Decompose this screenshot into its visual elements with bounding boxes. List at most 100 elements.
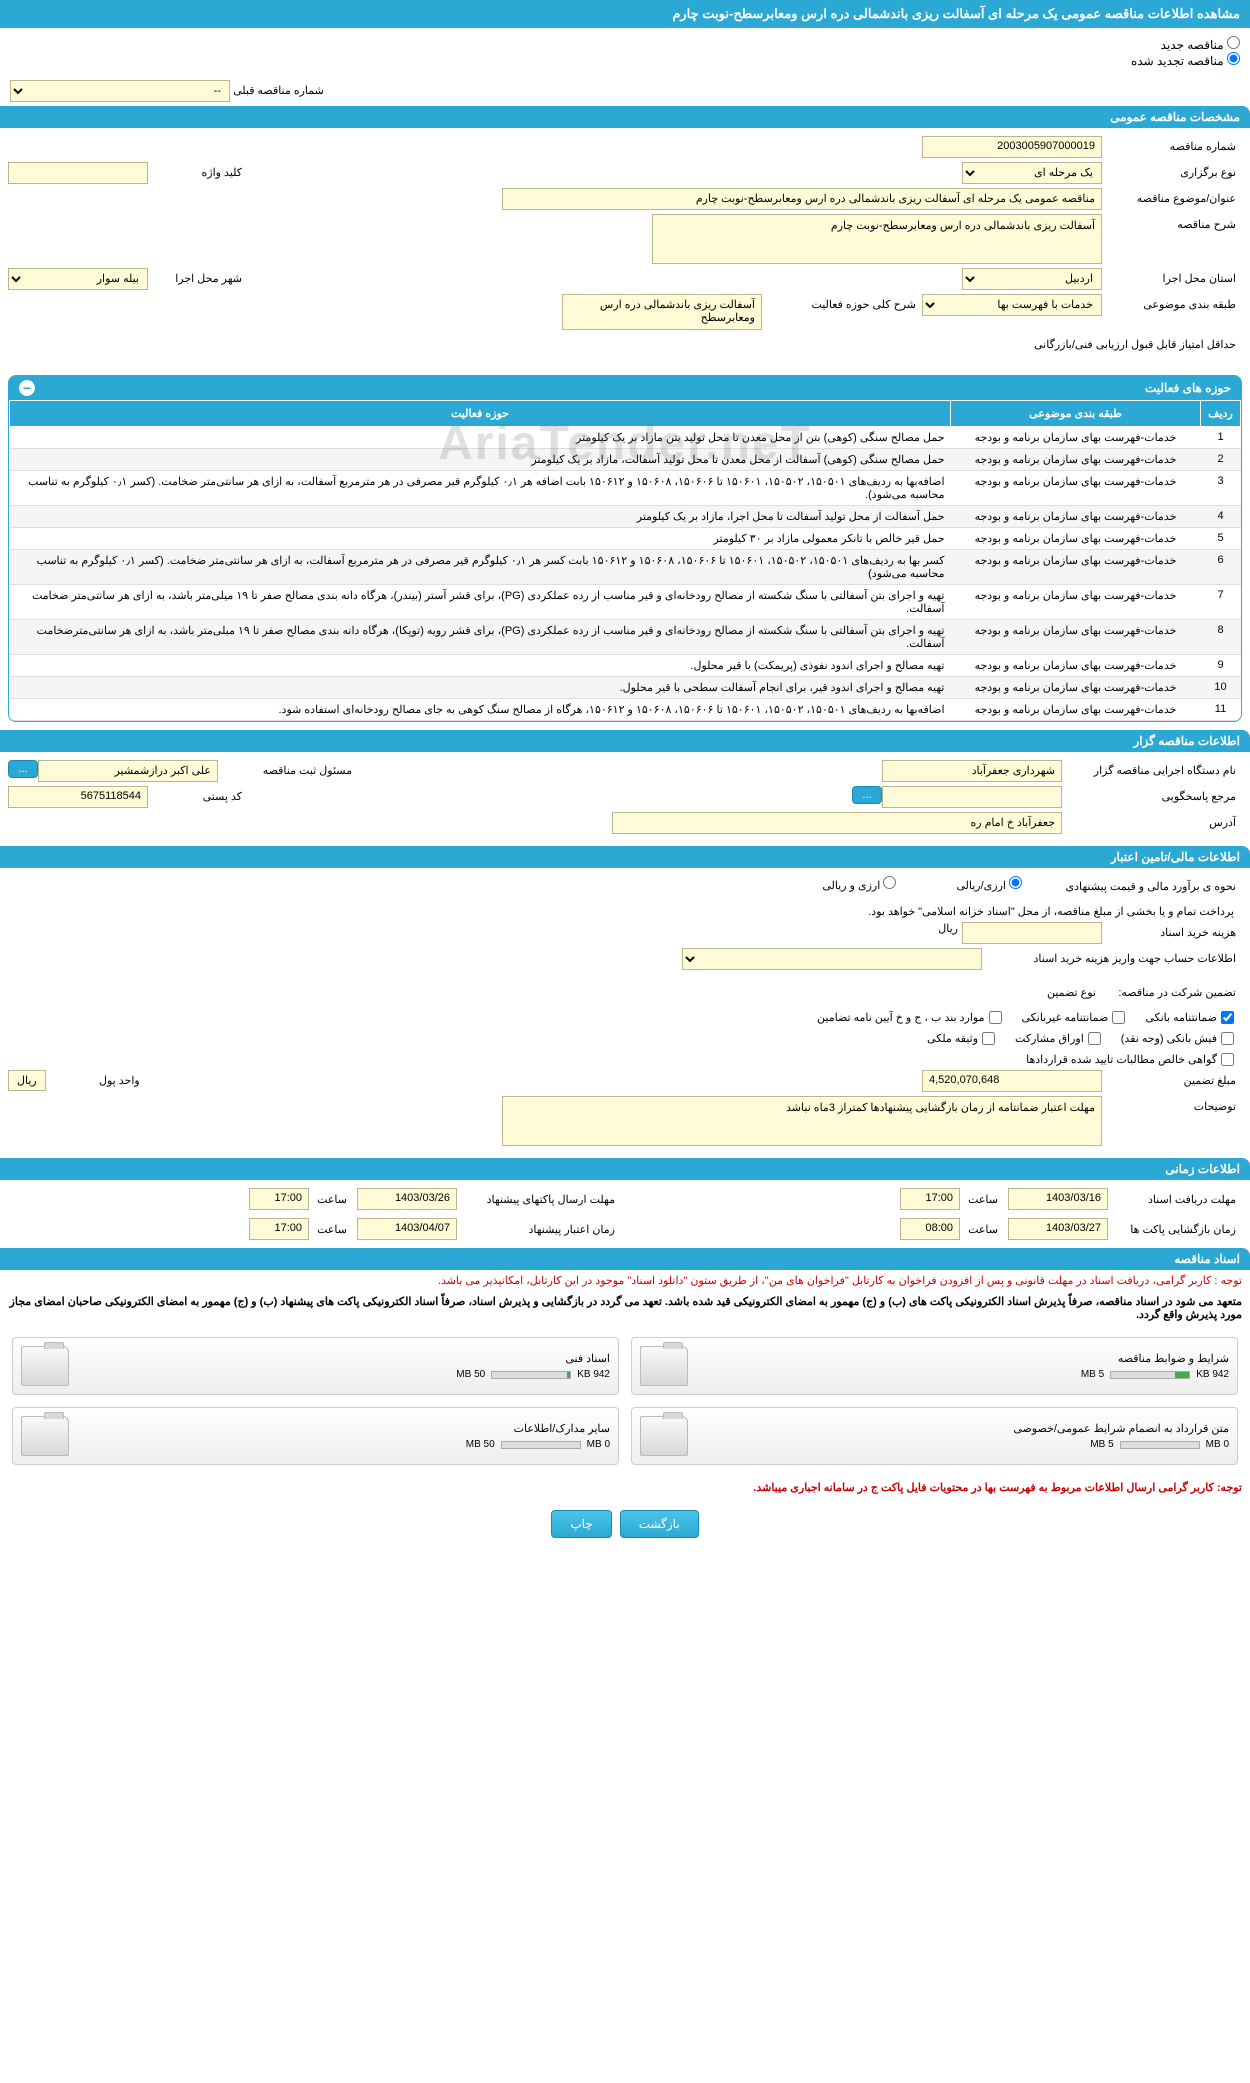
radio-new-label[interactable]: مناقصه جدید	[1161, 38, 1240, 52]
doc-fee-unit: ریال	[934, 922, 962, 935]
cell-desc: تهیه مصالح و اجرای اندود قیر، برای انجام…	[10, 677, 951, 699]
check-securities[interactable]	[1088, 1032, 1101, 1045]
check-securities-label: اوراق مشارکت	[1015, 1032, 1084, 1045]
cell-desc: تهیه و اجرای بتن آسفالتی با سنگ شکسته از…	[10, 585, 951, 620]
account-select[interactable]	[682, 948, 982, 970]
cell-num: 9	[1201, 655, 1241, 677]
radio-currency[interactable]	[883, 876, 896, 889]
section-financial: اطلاعات مالی/تامین اعتبار	[0, 846, 1250, 868]
doc-size: 942 KB	[577, 1369, 610, 1380]
cell-num: 6	[1201, 550, 1241, 585]
doc-title: اسناد فنی	[79, 1352, 610, 1365]
prev-number-label: شماره مناقصه قبلی	[233, 85, 324, 97]
check-bank[interactable]	[1221, 1011, 1234, 1024]
bottom-buttons: بازگشت چاپ	[0, 1498, 1250, 1550]
radio-renewed-text: مناقصه تجدید شده	[1131, 54, 1224, 68]
doc-title: شرایط و ضوابط مناقصه	[698, 1352, 1229, 1365]
amount-field: 4,520,070,648	[922, 1070, 1102, 1092]
cell-desc: تهیه مصالح و اجرای اندود نفوذی (پریمکت) …	[10, 655, 951, 677]
contact-lookup-button[interactable]: ...	[852, 786, 882, 804]
tender-type-radios: مناقصه جدید مناقصه تجدید شده	[0, 28, 1250, 76]
prev-number-row: شماره مناقصه قبلی --	[0, 76, 1250, 106]
check-cash[interactable]	[1221, 1032, 1234, 1045]
doc-note1: توجه : کاربر گرامی، دریافت اسناد در مهلت…	[0, 1270, 1250, 1291]
table-row: 1 خدمات-فهرست بهای سازمان برنامه و بودجه…	[10, 427, 1241, 449]
submit-time: 17:00	[249, 1188, 309, 1210]
radio-new[interactable]	[1227, 36, 1240, 49]
open-time-label: ساعت	[964, 1219, 1004, 1240]
radio-rial-label[interactable]: ارزی/ریالی	[956, 876, 1022, 892]
doc-progress	[491, 1371, 571, 1379]
cell-num: 5	[1201, 528, 1241, 550]
radio-renewed[interactable]	[1227, 52, 1240, 65]
doc-fee-field[interactable]	[962, 922, 1102, 944]
city-select[interactable]: بیله سوار	[8, 268, 148, 290]
table-row: 2 خدمات-فهرست بهای سازمان برنامه و بودجه…	[10, 449, 1241, 471]
type-label: نوع برگزاری	[1102, 162, 1242, 183]
keyword-field[interactable]	[8, 162, 148, 184]
responsible-lookup-button[interactable]: ...	[8, 760, 38, 778]
doc-box[interactable]: متن قرارداد به انضمام شرایط عمومی/خصوصی …	[631, 1407, 1238, 1465]
doc-box[interactable]: شرایط و ضوابط مناقصه 942 KB 5 MB	[631, 1337, 1238, 1395]
postal-label: کد پستی	[148, 786, 248, 807]
collapse-icon[interactable]: −	[19, 380, 35, 396]
radio-currency-text: ارزی و ریالی	[822, 880, 880, 892]
category-select[interactable]: خدمات با فهرست بها	[922, 294, 1102, 316]
open-date: 1403/03/27	[1008, 1218, 1108, 1240]
radio-rial[interactable]	[1009, 876, 1022, 889]
folder-icon	[21, 1346, 69, 1386]
guarantee-checks-row2: فیش بانکی (وجه نقد) اوراق مشارکت وثیقه م…	[8, 1028, 1242, 1049]
doc-max: 50 MB	[466, 1439, 495, 1450]
cell-desc: حمل آسفالت از محل تولید آسفالت تا محل اج…	[10, 506, 951, 528]
open-time: 08:00	[900, 1218, 960, 1240]
doc-max: 5 MB	[1090, 1439, 1113, 1450]
doc-box[interactable]: اسناد فنی 942 KB 50 MB	[12, 1337, 619, 1395]
province-select[interactable]: اردبیل	[962, 268, 1102, 290]
org-label: نام دستگاه اجرایی مناقصه گزار	[1062, 760, 1242, 781]
financial-form: نحوه ی برآورد مالی و قیمت پیشنهادی ارزی/…	[0, 868, 1250, 1158]
check-items-label: موارد بند ب ، ج و خ آیین نامه تضامین	[817, 1011, 984, 1024]
back-button[interactable]: بازگشت	[620, 1510, 699, 1538]
prev-number-select[interactable]: --	[10, 80, 230, 102]
cell-num: 4	[1201, 506, 1241, 528]
cell-category: خدمات-فهرست بهای سازمان برنامه و بودجه	[951, 427, 1201, 449]
check-property[interactable]	[982, 1032, 995, 1045]
estimate-label: نحوه ی برآورد مالی و قیمت پیشنهادی	[1022, 876, 1242, 897]
section-organizer: اطلاعات مناقصه گزار	[0, 730, 1250, 752]
th-num: ردیف	[1201, 401, 1241, 427]
radio-renewed-label[interactable]: مناقصه تجدید شده	[1131, 54, 1240, 68]
activities-table: ردیف طبقه بندی موضوعی حوزه فعالیت 1 خدما…	[9, 400, 1241, 721]
cell-category: خدمات-فهرست بهای سازمان برنامه و بودجه	[951, 506, 1201, 528]
timing-grid: مهلت دریافت اسناد 1403/03/16 ساعت 17:00 …	[0, 1180, 1250, 1248]
doc-box[interactable]: سایر مدارک/اطلاعات 0 MB 50 MB	[12, 1407, 619, 1465]
receive-time: 17:00	[900, 1188, 960, 1210]
table-row: 7 خدمات-فهرست بهای سازمان برنامه و بودجه…	[10, 585, 1241, 620]
activities-table-container: AriaTender.neT حوزه های فعالیت − ردیف طب…	[8, 375, 1242, 722]
payment-note: پرداخت تمام و یا بخشی از مبلغ مناقصه، از…	[8, 901, 1242, 922]
cell-category: خدمات-فهرست بهای سازمان برنامه و بودجه	[951, 550, 1201, 585]
validity-date: 1403/04/07	[357, 1218, 457, 1240]
validity-time: 17:00	[249, 1218, 309, 1240]
general-form: شماره مناقصه 2003005907000019 نوع برگزار…	[0, 128, 1250, 367]
activities-title: حوزه های فعالیت	[1145, 381, 1231, 395]
check-receivables[interactable]	[1221, 1053, 1234, 1066]
doc-progress	[1110, 1371, 1190, 1379]
doc-title: سایر مدارک/اطلاعات	[79, 1422, 610, 1435]
category-label: طبقه بندی موضوعی	[1102, 294, 1242, 315]
radio-currency-label[interactable]: ارزی و ریالی	[822, 876, 896, 892]
th-category: طبقه بندی موضوعی	[951, 401, 1201, 427]
type-select[interactable]: یک مرحله ای	[962, 162, 1102, 184]
docs-grid: شرایط و ضوابط مناقصه 942 KB 5 MB اسناد ف…	[0, 1325, 1250, 1477]
cell-num: 1	[1201, 427, 1241, 449]
number-label: شماره مناقصه	[1102, 136, 1242, 157]
check-items[interactable]	[989, 1011, 1002, 1024]
account-label: اطلاعات حساب جهت واریز هزینه خرید اسناد	[982, 948, 1242, 969]
cell-category: خدمات-فهرست بهای سازمان برنامه و بودجه	[951, 620, 1201, 655]
check-nonbank-label: ضمانتنامه غیربانکی	[1022, 1011, 1109, 1024]
amount-label: مبلغ تضمین	[1102, 1070, 1242, 1091]
check-nonbank[interactable]	[1112, 1011, 1125, 1024]
unit-label: واحد پول	[46, 1070, 146, 1091]
section-documents: اسناد مناقصه	[0, 1248, 1250, 1270]
submit-label: مهلت ارسال پاکتهای پیشنهاد	[461, 1189, 621, 1210]
print-button[interactable]: چاپ	[551, 1510, 611, 1538]
